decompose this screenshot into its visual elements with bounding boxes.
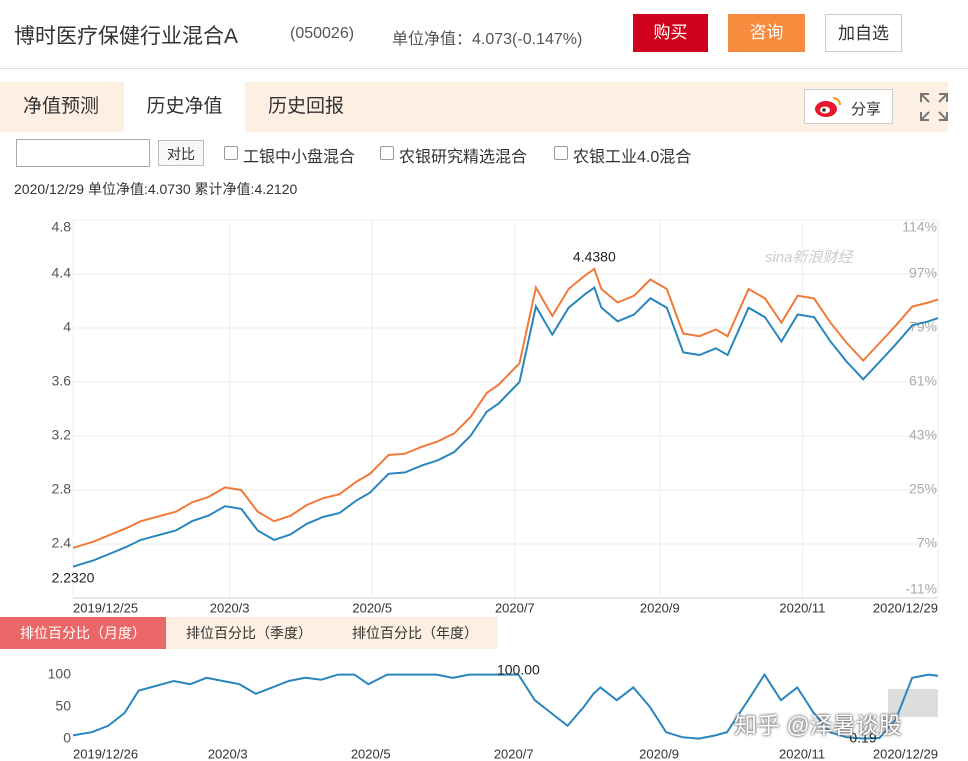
- compare-input[interactable]: [16, 139, 150, 167]
- y-tick-label: 100: [48, 665, 72, 681]
- x-tick-label: 2020/5: [351, 746, 391, 761]
- compare-button[interactable]: 对比: [158, 140, 204, 166]
- y2-tick-label: 114%: [902, 219, 937, 235]
- tab-active[interactable]: 历史净值: [124, 82, 245, 132]
- buy-button[interactable]: 购买: [633, 14, 708, 52]
- series-line: [72, 267, 939, 549]
- tab[interactable]: 历史回报: [267, 96, 344, 117]
- x-tick-label: 2020/5: [352, 600, 392, 615]
- y-tick-label: 4.8: [52, 219, 72, 235]
- compare-option[interactable]: 工银中小盘混合: [243, 149, 356, 166]
- x-tick-label: 2020/7: [494, 746, 534, 761]
- compare-option[interactable]: 农银研究精选混合: [399, 149, 528, 166]
- y2-tick-label: 79%: [909, 319, 937, 335]
- nav-info: 2020/12/29 单位净值:4.0730 累计净值:4.2120: [14, 181, 298, 197]
- x-tick-label: 2020/11: [779, 600, 825, 615]
- x-tick-label: 2020/9: [639, 746, 679, 761]
- rank-tab[interactable]: 排位百分比（季度）: [166, 617, 332, 649]
- y2-tick-label: 7%: [917, 535, 937, 551]
- y-tick-label: 2.8: [52, 481, 72, 497]
- x-tick-label: 2020/12/29: [873, 746, 938, 761]
- y-tick-label: 4: [63, 319, 71, 335]
- x-tick-label: 2020/11: [779, 746, 825, 761]
- x-tick-label: 2020/12/29: [873, 600, 938, 615]
- value-label: 100.00: [497, 662, 540, 678]
- y-tick-label: 4.4: [52, 265, 72, 281]
- y-tick-label: 3.6: [52, 373, 72, 389]
- consult-button[interactable]: 咨询: [728, 14, 805, 52]
- fund-title: 博时医疗保健行业混合A: [14, 25, 239, 48]
- x-tick-label: 2020/3: [210, 600, 250, 615]
- x-tick-label: 2019/12/26: [73, 746, 138, 761]
- y2-tick-label: 97%: [909, 265, 937, 281]
- x-tick-label: 2019/12/25: [73, 600, 138, 615]
- value-label: 2.2320: [52, 569, 95, 585]
- y-tick-label: 3.2: [52, 427, 72, 443]
- checkbox[interactable]: [224, 146, 238, 160]
- share-label: 分享: [851, 101, 882, 118]
- divider: [0, 68, 968, 69]
- y2-tick-label: 25%: [909, 481, 937, 497]
- checkbox[interactable]: [554, 146, 568, 160]
- x-tick-label: 2020/7: [495, 600, 535, 615]
- checkbox[interactable]: [380, 146, 394, 160]
- y2-tick-label: 43%: [909, 427, 937, 443]
- watermark: sina新浪财经: [765, 249, 855, 266]
- rank-tab[interactable]: 排位百分比（年度）: [332, 617, 498, 649]
- fund-nav: 单位净值：4.073(-0.147%): [392, 31, 583, 48]
- y2-tick-label: 61%: [909, 373, 937, 389]
- share-button[interactable]: 分享: [804, 89, 893, 124]
- y2-tick-label: -11%: [905, 581, 937, 597]
- weibo-icon: [815, 97, 841, 117]
- watchlist-button[interactable]: 加自选: [825, 14, 902, 52]
- y-tick-label: 2.4: [52, 535, 72, 551]
- watermark: 知乎 @泽暑谈股: [734, 712, 902, 738]
- y-tick-label: 50: [55, 697, 71, 713]
- fund-code: (050026): [290, 25, 355, 42]
- tab[interactable]: 净值预测: [22, 96, 99, 117]
- expand-icon[interactable]: [919, 92, 949, 122]
- y-tick-label: 0: [63, 729, 71, 745]
- x-tick-label: 2020/9: [640, 600, 680, 615]
- compare-option[interactable]: 农银工业4.0混合: [573, 149, 692, 166]
- x-tick-label: 2020/3: [208, 746, 248, 761]
- series-line: [72, 286, 939, 568]
- rank-tab-active[interactable]: 排位百分比（月度）: [0, 617, 166, 649]
- value-label: 4.4380: [573, 249, 616, 265]
